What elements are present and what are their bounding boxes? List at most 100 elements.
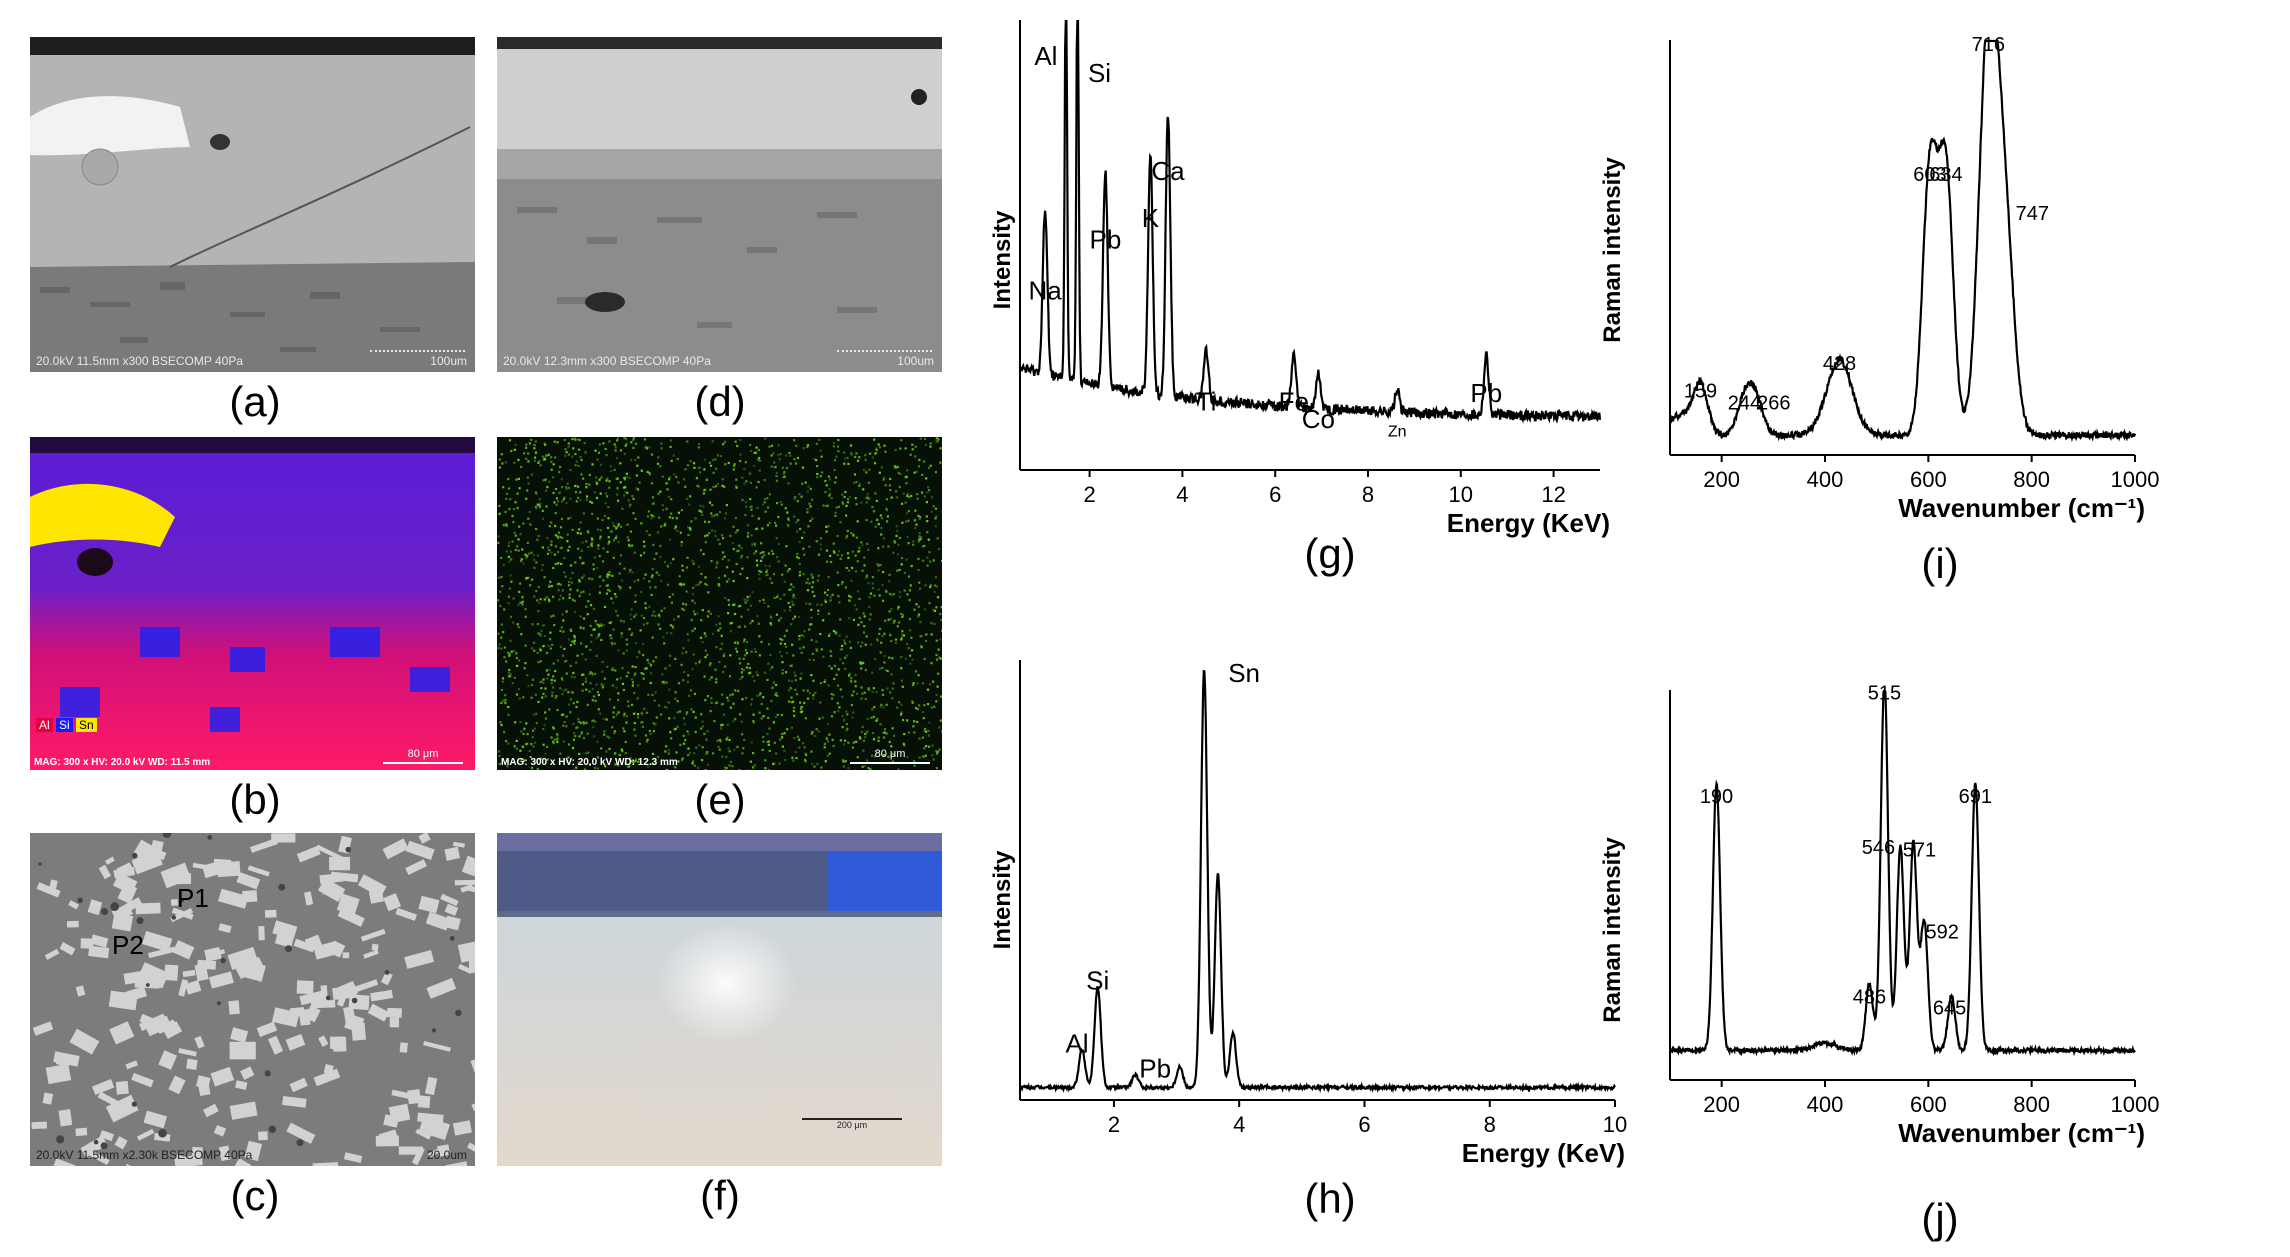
x-tick-label: 4 <box>1233 1112 1245 1137</box>
sn-dot <box>924 443 927 447</box>
sn-dot <box>744 649 747 652</box>
sn-dot <box>573 636 576 639</box>
sn-dot <box>614 763 617 766</box>
sn-dot <box>798 574 801 577</box>
sn-dot <box>560 677 563 680</box>
sn-dot <box>589 682 592 685</box>
spectrum-line <box>1018 669 1616 1094</box>
sn-dot <box>593 628 596 631</box>
grain <box>174 1154 203 1166</box>
sn-dot <box>898 591 901 594</box>
sn-dot <box>595 476 598 479</box>
sn-dot <box>768 521 771 525</box>
sn-dot <box>559 645 562 648</box>
sn-dot <box>857 550 860 553</box>
sn-dot <box>934 525 937 528</box>
sn-dot <box>933 609 937 612</box>
sn-dot <box>693 627 696 630</box>
sn-dot <box>631 571 634 574</box>
sn-dot <box>937 672 940 675</box>
sn-dot <box>930 662 933 665</box>
sn-dot <box>629 586 632 589</box>
sn-dot <box>591 578 594 581</box>
sn-dot <box>631 681 635 684</box>
sn-dot <box>690 520 693 523</box>
sn-dot <box>599 535 602 538</box>
sn-dot <box>914 445 917 448</box>
sn-dot <box>568 580 571 584</box>
sn-dot <box>860 662 864 665</box>
sn-dot <box>882 537 886 540</box>
sn-dot <box>859 645 863 648</box>
sn-dot <box>929 464 932 467</box>
sn-dot <box>918 532 921 535</box>
sn-dot <box>539 598 542 601</box>
sn-dot <box>575 766 578 769</box>
sn-dot <box>621 750 624 753</box>
sn-dot <box>643 577 646 580</box>
sn-dot <box>841 644 844 648</box>
sn-dot <box>885 703 888 706</box>
sn-dot <box>593 491 596 494</box>
sn-dot <box>559 629 562 633</box>
sn-dot <box>567 453 570 456</box>
sn-dot <box>749 505 752 509</box>
sn-dot <box>932 758 935 761</box>
sn-dot <box>569 577 572 580</box>
sn-dot <box>756 527 759 530</box>
sn-dot <box>778 650 782 653</box>
sn-dot <box>615 535 618 538</box>
sn-dot <box>612 628 615 631</box>
sn-dot <box>571 438 574 441</box>
sn-dot <box>646 515 650 518</box>
sn-dot <box>625 438 628 441</box>
sn-dot <box>544 717 548 720</box>
sn-dot <box>498 576 501 579</box>
sn-dot <box>907 731 911 734</box>
sn-dot <box>588 483 591 486</box>
sn-dot <box>790 701 793 704</box>
grain <box>258 925 265 941</box>
sn-dot <box>817 730 820 733</box>
sn-dot <box>623 452 626 455</box>
sn-dot <box>651 574 654 577</box>
sn-dot <box>542 479 545 482</box>
panel-c-sem-image: P1 P2 20.0kV 11.5mm x2.30k BSECOMP 40Pa … <box>30 833 475 1166</box>
sn-dot <box>543 442 546 445</box>
sn-dot <box>627 705 630 708</box>
sn-dot <box>644 606 647 610</box>
sn-dot <box>792 593 795 596</box>
sn-dot <box>520 633 523 636</box>
sn-dot <box>900 638 903 641</box>
sn-dot <box>529 523 532 526</box>
sn-dot <box>675 751 678 754</box>
grain <box>445 1161 470 1166</box>
peak-label: Sn <box>1228 658 1260 688</box>
sn-dot <box>502 524 505 527</box>
sn-dot <box>797 557 800 560</box>
sn-dot <box>820 603 823 606</box>
sn-dot <box>586 703 589 706</box>
sn-dot <box>607 588 610 592</box>
sn-dot <box>939 447 942 450</box>
sn-dot <box>516 623 519 626</box>
sn-dot <box>898 536 901 539</box>
sn-dot <box>714 702 717 705</box>
sn-dot <box>540 680 543 683</box>
sn-dot <box>889 489 892 492</box>
sn-dot <box>793 515 796 518</box>
sn-dot <box>812 679 815 682</box>
sn-dot <box>682 679 685 682</box>
sn-dot <box>592 628 595 631</box>
sn-dot <box>642 540 646 543</box>
sn-dot <box>532 769 535 770</box>
sn-dot <box>758 456 761 460</box>
sn-dot <box>914 509 917 512</box>
sn-dot <box>760 542 763 545</box>
sn-dot <box>498 458 501 461</box>
sn-dot <box>754 544 757 547</box>
grain <box>469 958 475 973</box>
sn-dot <box>917 557 920 561</box>
sn-dot <box>865 635 868 638</box>
sn-dot <box>896 553 900 556</box>
